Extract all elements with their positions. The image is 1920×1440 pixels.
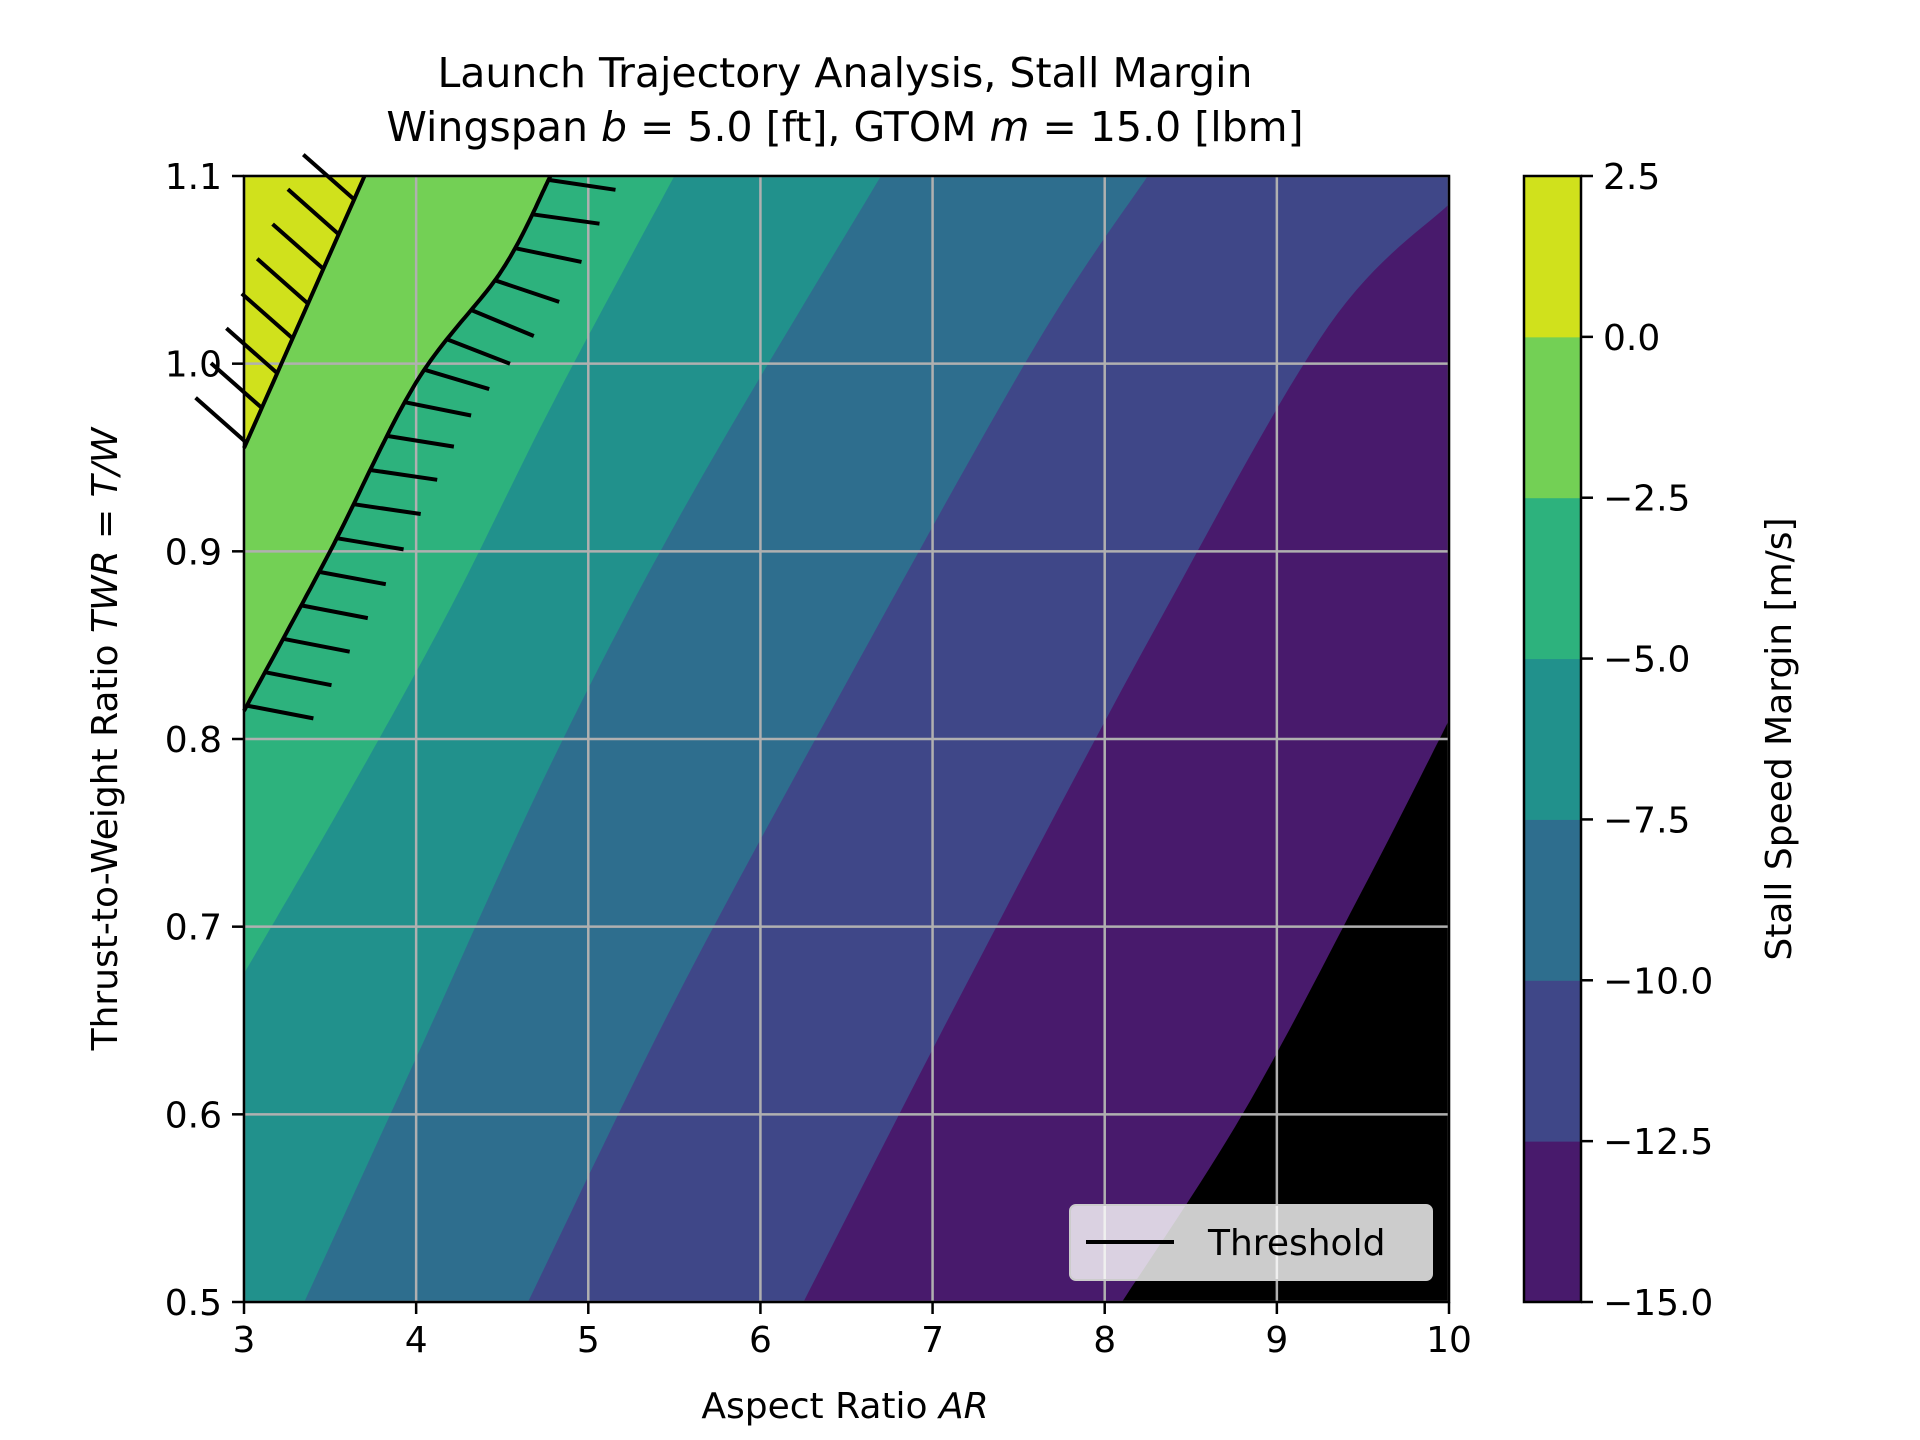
- threshold-hatch: [264, 670, 332, 688]
- threshold-hatch: [271, 222, 325, 271]
- y-tick-label: 0.9: [165, 532, 222, 573]
- threshold-hatch: [240, 292, 294, 340]
- contour-band: [1121, 176, 1449, 1302]
- colorbar-band: [1524, 176, 1581, 338]
- colorbar-band: [1524, 980, 1581, 1142]
- threshold-hatch: [286, 187, 341, 236]
- threshold-hatch: [514, 246, 582, 264]
- threshold-hatch: [369, 468, 438, 482]
- colorbar-band: [1524, 658, 1581, 820]
- y-axis-label: Thrust-to-Weight Ratio TWR = T/W: [85, 426, 126, 1051]
- chart-title: Launch Trajectory Analysis, Stall Margin: [437, 49, 1252, 97]
- threshold-hatch: [282, 636, 351, 654]
- legend-box: [1069, 1204, 1433, 1281]
- x-axis-label: Aspect Ratio AR: [701, 1386, 988, 1427]
- colorbar: −15.0 −12.5 −10.0 −7.5 −5.0 −2.5 0.0 2.5: [1522, 157, 1713, 1324]
- x-tick-label: 6: [749, 1320, 772, 1361]
- threshold-hatch: [446, 337, 511, 366]
- x-tick-label: 3: [233, 1320, 256, 1361]
- x-tick-label: 8: [1093, 1320, 1116, 1361]
- colorbar-label: Stall Speed Margin [m/s]: [1759, 517, 1800, 960]
- threshold-hatch: [548, 177, 616, 192]
- threshold-hatch: [423, 367, 490, 392]
- y-tick-label: 0.5: [165, 1283, 222, 1324]
- colorbar-tick-label: −10.0: [1603, 961, 1713, 1002]
- legend: Threshold: [1069, 1204, 1433, 1281]
- colorbar-tick-label: 0.0: [1603, 318, 1660, 359]
- threshold-hatch: [225, 326, 279, 375]
- colorbar-band: [1524, 819, 1581, 981]
- y-tick-label: 0.8: [165, 720, 222, 761]
- colorbar-tick-label: −2.5: [1603, 479, 1690, 520]
- colorbar-tick-label: −15.0: [1603, 1283, 1713, 1324]
- threshold-hatch: [255, 257, 310, 306]
- threshold-hatch: [336, 536, 404, 552]
- plot-area: 3 4 5 6 7 8 9 10 0.5 0.6 0.7 0.8 0.9 1.0 1.1: [165, 153, 1472, 1361]
- threshold-hatch: [318, 569, 387, 587]
- y-tick-label: 1.1: [165, 157, 222, 198]
- threshold-hatch: [532, 212, 600, 226]
- threshold-hatch: [404, 400, 472, 418]
- x-tick-label: 9: [1265, 1320, 1288, 1361]
- threshold-hatch: [470, 308, 535, 338]
- threshold-line: [242, 175, 367, 449]
- y-tick-label: 0.7: [165, 908, 222, 949]
- colorbar-tick-label: −12.5: [1603, 1122, 1713, 1163]
- threshold-hatch: [494, 278, 560, 304]
- x-tick-label: 5: [577, 1320, 600, 1361]
- x-tick-label: 10: [1426, 1320, 1472, 1361]
- colorbar-band: [1524, 497, 1581, 660]
- colorbar-band: [1524, 1141, 1581, 1303]
- legend-threshold-label: Threshold: [1207, 1223, 1385, 1264]
- colorbar-tick-label: 2.5: [1603, 157, 1660, 198]
- threshold-line: [242, 175, 553, 712]
- threshold-hatch: [300, 603, 369, 621]
- threshold-hatch: [246, 703, 314, 721]
- threshold-hatch: [386, 433, 455, 449]
- threshold-hatch: [194, 396, 248, 445]
- y-tick-label: 1.0: [165, 345, 222, 386]
- y-tick-label: 0.6: [165, 1095, 222, 1136]
- colorbar-tick-label: −5.0: [1603, 640, 1690, 681]
- threshold-hatch: [209, 361, 264, 410]
- x-tick-label: 7: [921, 1320, 944, 1361]
- colorbar-tick-label: −7.5: [1603, 800, 1690, 841]
- colorbar-band: [1524, 336, 1581, 499]
- chart-subtitle: Wingspan b = 5.0 [ft], GTOM m = 15.0 [lb…: [386, 103, 1303, 151]
- colorbar-frame: [1522, 174, 1583, 1304]
- threshold-hatch: [353, 502, 421, 516]
- x-tick-label: 4: [405, 1320, 428, 1361]
